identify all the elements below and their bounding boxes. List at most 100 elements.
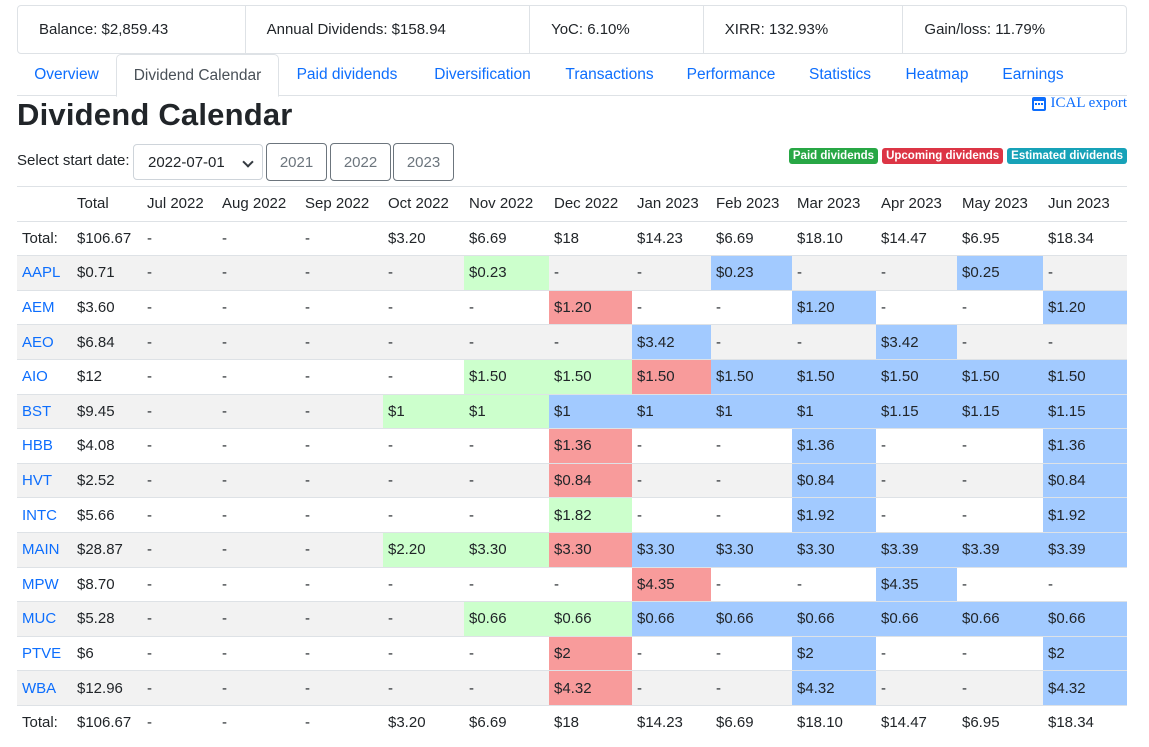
tab-performance[interactable]: Performance (686, 66, 776, 83)
total-cell: $14.47 (876, 704, 957, 740)
paid-dividend-cell: $2.20 (383, 531, 464, 568)
month-cell: - (383, 428, 464, 464)
tab-overview[interactable]: Overview (34, 66, 99, 83)
ticker-link[interactable]: MAIN (22, 541, 60, 559)
total-cell: $6.69 (711, 704, 792, 740)
tab-diversification[interactable]: Diversification (434, 66, 531, 83)
month-cell: - (876, 255, 957, 291)
ticker-link[interactable]: MPW (22, 575, 59, 593)
table-row: AEO $6.84- - - - - - $3.42- - $3.42- - (17, 324, 1127, 360)
column-header: Jan 2023 (632, 186, 711, 222)
ticker-cell: HVT (17, 462, 72, 498)
estimated-dividend-cell: $1.36 (792, 428, 876, 464)
ticker-link[interactable]: INTC (22, 506, 57, 524)
column-header: Dec 2022 (549, 186, 632, 222)
month-cell: - (142, 601, 217, 637)
month-cell: - (142, 428, 217, 464)
month-cell: - (792, 255, 876, 291)
tab-dividend-calendar[interactable]: Dividend Calendar (116, 54, 279, 97)
month-cell: - (632, 497, 711, 533)
month-cell: - (217, 497, 300, 533)
column-header: Nov 2022 (464, 186, 549, 222)
month-cell: - (1043, 324, 1127, 360)
ticker-link[interactable]: HVT (22, 472, 52, 490)
estimated-dividend-cell: $0.84 (1043, 462, 1127, 498)
tab-heatmap[interactable]: Heatmap (905, 66, 969, 83)
tab-transactions[interactable]: Transactions (565, 66, 654, 83)
ticker-cell: BST (17, 393, 72, 429)
month-cell: - (300, 635, 383, 671)
estimated-dividend-cell: $3.39 (1043, 531, 1127, 568)
estimated-dividend-cell: $4.32 (1043, 670, 1127, 706)
month-cell: - (217, 670, 300, 706)
year-2022-button[interactable]: 2022 (330, 143, 391, 181)
xirr-stat: XIRR: 132.93% (704, 6, 904, 53)
ticker-cell: MAIN (17, 531, 72, 568)
ticker-cell: INTC (17, 497, 72, 533)
month-cell: - (711, 289, 792, 325)
year-2021-button[interactable]: 2021 (266, 143, 327, 181)
table-row: MUC $5.28- - - - $0.66 $0.66 $0.66 $0.66 $0.66 $0.… (17, 601, 1127, 637)
ticker-link[interactable]: HBB (22, 437, 53, 455)
ticker-link[interactable]: AEO (22, 333, 54, 351)
estimated-dividends-badge: Estimated dividends (1007, 148, 1127, 164)
ticker-link[interactable]: AEM (22, 299, 55, 317)
year-2023-button[interactable]: 2023 (393, 143, 454, 181)
month-cell: - (1043, 255, 1127, 291)
estimated-dividend-cell: $1.50 (1043, 358, 1127, 395)
month-cell: - (142, 531, 217, 568)
month-cell: - (711, 462, 792, 498)
month-cell: - (300, 601, 383, 637)
ical-export-link[interactable]: ICAL export (1032, 95, 1127, 112)
estimated-dividend-cell: $1.50 (957, 358, 1043, 395)
paid-dividend-cell: $1 (383, 393, 464, 429)
paid-dividend-cell: $1.50 (549, 358, 632, 395)
month-cell: - (383, 635, 464, 671)
month-cell: - (549, 324, 632, 360)
month-cell: - (300, 324, 383, 360)
estimated-dividend-cell: $3.39 (876, 531, 957, 568)
total-cell: Total: (17, 704, 72, 740)
row-total-cell: $6 (72, 635, 142, 671)
column-header: Jun 2023 (1043, 186, 1127, 222)
ticker-link[interactable]: MUC (22, 610, 57, 628)
ticker-link[interactable]: AIO (22, 368, 48, 386)
chevron-down-icon (242, 156, 254, 168)
start-date-label: Select start date: (17, 152, 130, 169)
upcoming-dividends-badge: Upcoming dividends (882, 148, 1004, 164)
month-cell: - (1043, 566, 1127, 602)
month-cell: - (383, 601, 464, 637)
ticker-link[interactable]: BST (22, 402, 52, 420)
tab-statistics[interactable]: Statistics (808, 66, 871, 83)
month-cell: - (876, 497, 957, 533)
estimated-dividend-cell: $1.36 (1043, 428, 1127, 464)
tab-paid-dividends[interactable]: Paid dividends (296, 66, 398, 83)
tab-earnings[interactable]: Earnings (1002, 66, 1064, 83)
column-header: Apr 2023 (876, 186, 957, 222)
total-cell: - (142, 704, 217, 740)
month-cell: - (300, 255, 383, 291)
month-cell: - (142, 670, 217, 706)
estimated-dividend-cell: $1.20 (1043, 289, 1127, 325)
month-cell: - (464, 670, 549, 706)
month-cell: - (142, 462, 217, 498)
table-row: WBA $12.96- - - - - $4.32- - $4.32- - $4.32 (17, 670, 1127, 706)
upcoming-dividend-cell: $4.32 (549, 670, 632, 706)
ticker-link[interactable]: AAPL (22, 264, 61, 282)
estimated-dividend-cell: $0.66 (1043, 601, 1127, 637)
estimated-dividend-cell: $3.30 (711, 531, 792, 568)
portfolio-summary-bar: Balance: $2,859.43 Annual Dividends: $15… (17, 5, 1127, 54)
total-cell: $6.69 (464, 704, 549, 740)
total-cell: $14.47 (876, 220, 957, 256)
ticker-link[interactable]: WBA (22, 679, 57, 697)
table-row: AAPL $0.71- - - - $0.23- - $0.23- - $0.25- (17, 255, 1127, 291)
ticker-link[interactable]: PTVE (22, 645, 62, 663)
month-cell: - (383, 289, 464, 325)
total-cell: - (300, 220, 383, 256)
month-cell: - (383, 324, 464, 360)
month-cell: - (464, 566, 549, 602)
estimated-dividend-cell: $3.42 (876, 324, 957, 360)
legend: Paid dividends Upcoming dividends Estima… (788, 148, 1127, 164)
month-cell: - (632, 635, 711, 671)
start-date-select[interactable]: 2022-07-01 (133, 144, 263, 180)
